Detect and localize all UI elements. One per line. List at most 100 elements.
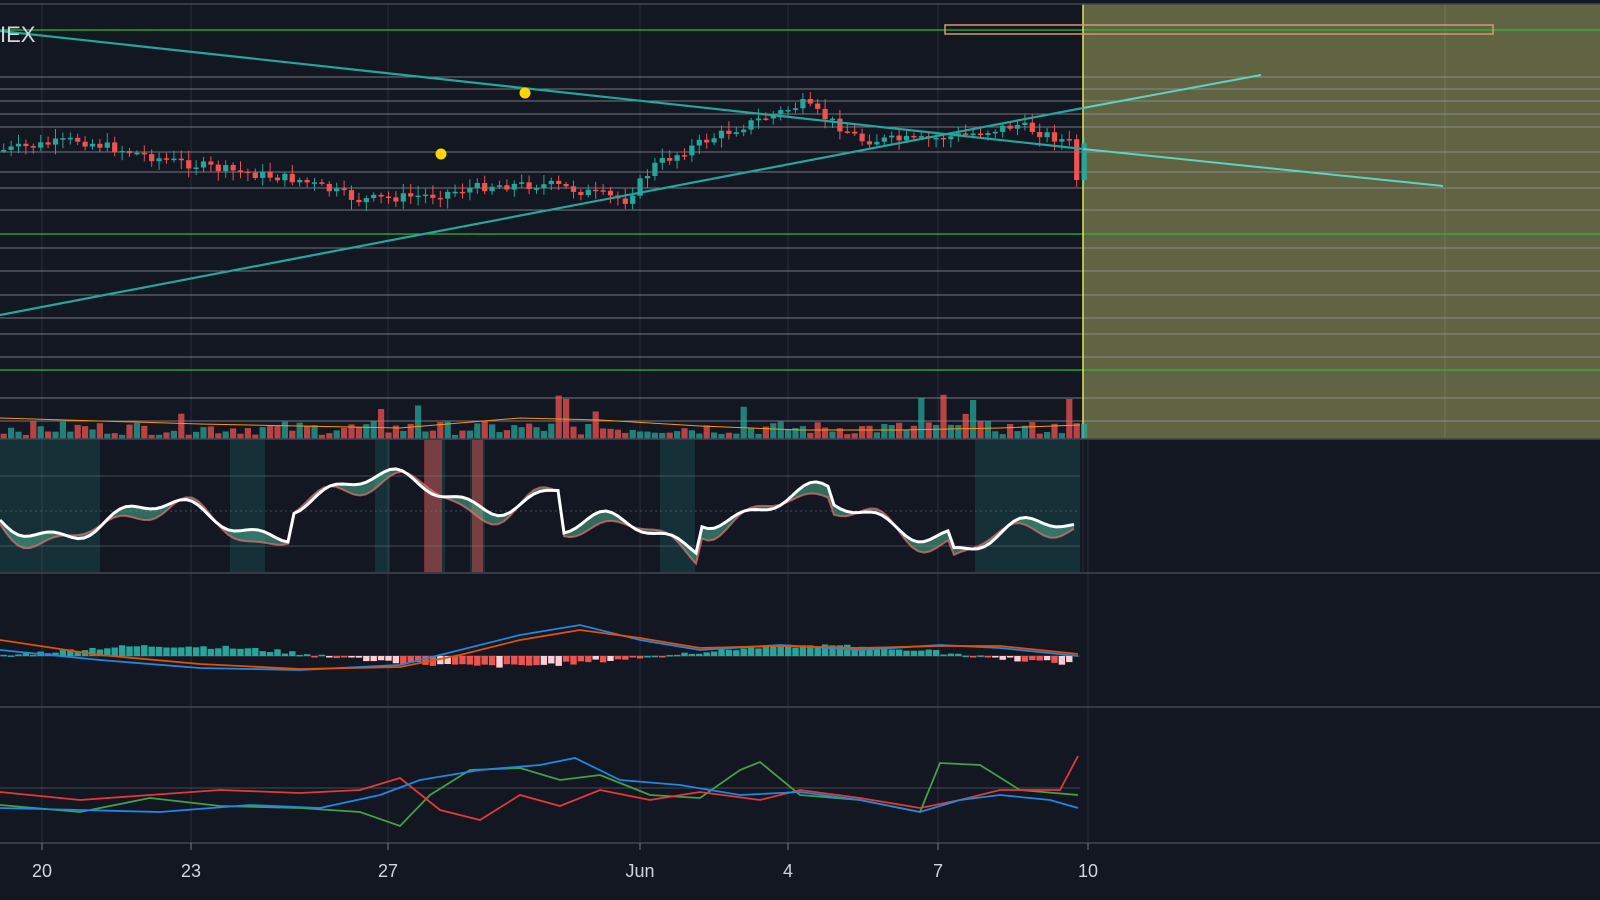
candle-body [933,137,939,140]
candle-body [141,152,147,155]
candle-body [548,180,554,185]
macd-histogram-bar [422,656,429,665]
candle-body [452,191,458,194]
macd-histogram-bar [999,656,1006,660]
volume-bar [600,428,607,439]
candle-body [104,142,110,148]
macd-histogram-bar [266,652,274,656]
volume-bar [326,433,333,439]
volume-bar [156,434,163,439]
macd-histogram-bar [592,656,599,660]
macd-histogram-bar [303,654,311,656]
candle-body [578,191,584,196]
volume-bar [859,426,866,439]
macd-histogram-bar [740,648,747,656]
trendlines[interactable] [0,29,1444,317]
volume-bar [1051,423,1058,439]
volume-bar [1073,423,1080,439]
macd-histogram-bar [696,653,703,656]
macd-histogram-bar [333,656,340,659]
volume-bar [222,431,229,439]
volume-bar [896,422,903,439]
macd-histogram-bar [52,652,59,656]
volume-bar [348,424,355,439]
volume-bar [992,431,999,439]
macd-histogram-bar [1058,656,1066,665]
candle-body [1081,143,1087,180]
wave-highlight [0,440,100,572]
candle-body [718,130,725,139]
pane-separators [0,3,1600,844]
macd-histogram-bar [200,646,207,656]
candle-body [230,165,236,171]
x-tick-label: 10 [1078,861,1098,881]
volume-bar [622,432,629,439]
macd-histogram-bar [59,649,67,656]
volume-bar [496,432,503,439]
macd-histogram-bar [67,649,74,656]
volume-bar [866,425,873,439]
volume-bar [807,432,814,439]
volume-bar [96,423,103,439]
volume-bar [696,433,703,439]
macd-histogram-bar [503,656,511,665]
candle-body [800,99,806,109]
exchange-label: IEX [0,22,36,47]
volume-bar [733,433,740,439]
volume-bar [851,433,858,439]
volume-bar [918,397,925,439]
volume-bar [400,430,407,439]
volume-bar [888,425,895,439]
candle-body [178,158,184,161]
volume-bar [415,405,422,439]
macd-histogram-bar [400,656,407,665]
candle-body [859,133,865,142]
candle-body [200,161,207,168]
macd-histogram-bar [237,648,244,656]
macd-histogram-bar [829,645,836,656]
candle-body [134,152,140,155]
volume-ma-line [0,417,1081,431]
macd-histogram-bar [540,656,548,665]
macd-histogram-bar [1051,656,1058,663]
volume-bar [296,422,303,439]
candle-body [837,118,843,132]
candle-body [519,182,525,184]
candle-body [563,184,569,187]
candle-body [260,171,266,178]
candle-body [985,132,991,135]
volume-bar [822,427,829,439]
candle-body [770,114,776,119]
volume-bar [45,431,52,439]
macd-histogram-bar [607,656,614,661]
candle-body [326,183,332,192]
candle-body [215,164,221,172]
volume-bar [637,431,644,439]
macd-histogram-bar [385,656,392,661]
candle-body [1037,132,1043,138]
macd-histogram-bar [955,653,962,656]
candle-body [570,186,577,192]
volume-bar [104,433,111,439]
volume-bar [984,421,991,439]
candle-body [681,155,688,157]
candle-body [467,188,473,193]
volume-bar [718,434,725,439]
macd-histogram-bar [74,651,81,656]
volume-bar [592,411,599,439]
candle-body [474,183,480,189]
macd-histogram-bar [89,647,96,656]
candle-body [97,143,103,148]
candle-body [970,133,976,136]
macd-histogram-bar [340,656,348,658]
volume-bar [318,434,325,439]
macd-histogram-bar [96,649,104,656]
volume-bar [540,430,547,439]
macd-histogram-bar [155,646,163,656]
candle-body [511,183,517,190]
macd-histogram-bar [496,656,503,668]
macd-histogram-bar [407,656,414,663]
macd-histogram-bar [555,656,562,666]
candle-body [844,131,850,133]
